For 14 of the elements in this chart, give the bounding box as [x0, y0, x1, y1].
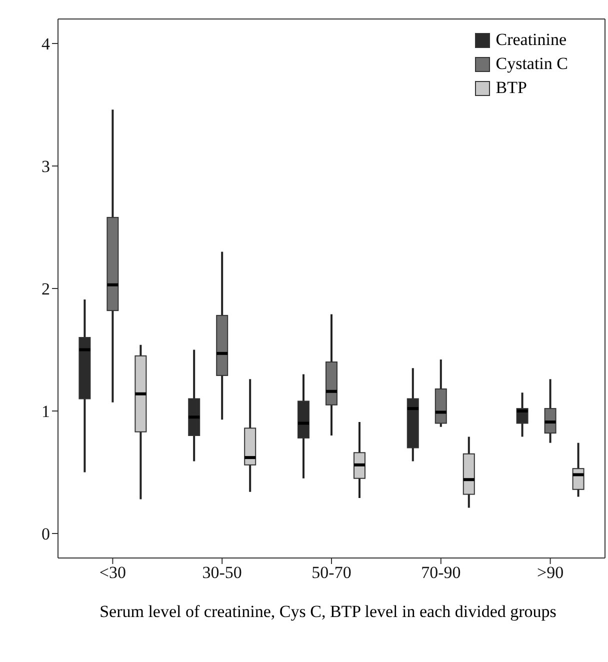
x-tick-label: >90: [537, 563, 564, 582]
x-tick-label: 70-90: [421, 563, 461, 582]
y-tick-label: 4: [42, 34, 50, 54]
x-axis-title: Serum level of creatinine, Cys C, BTP level in each divided groups: [98, 602, 558, 621]
legend-label: BTP: [496, 78, 527, 98]
y-tick-label: 0: [42, 524, 50, 544]
y-tick-label: 1: [42, 402, 50, 422]
x-tick-label: 30-50: [202, 563, 242, 582]
legend-label: Cystatin C: [496, 54, 568, 74]
x-tick-label: 50-70: [312, 563, 352, 582]
x-tick-label: <30: [99, 563, 126, 582]
legend-label: Creatinine: [496, 30, 567, 50]
y-tick-label: 2: [42, 280, 50, 299]
y-tick-label: 3: [42, 157, 50, 176]
